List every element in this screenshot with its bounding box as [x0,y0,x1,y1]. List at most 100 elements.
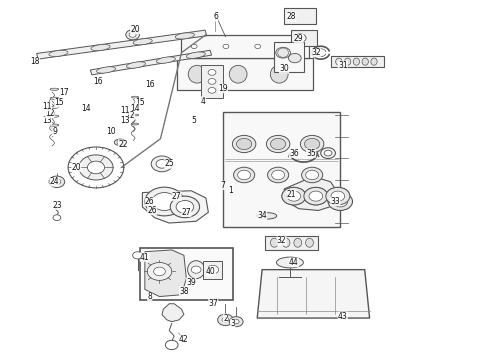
Circle shape [289,53,301,63]
Text: 41: 41 [140,253,149,262]
Circle shape [191,266,201,273]
Circle shape [145,187,184,216]
Text: 16: 16 [94,77,103,86]
Circle shape [129,32,136,37]
Bar [284,8,316,24]
Polygon shape [284,176,338,211]
Text: 33: 33 [331,197,340,206]
Circle shape [238,170,250,180]
Text: 42: 42 [179,335,189,344]
Circle shape [152,193,176,211]
Circle shape [156,159,168,168]
Circle shape [276,47,291,58]
Ellipse shape [362,58,368,65]
Circle shape [287,191,301,201]
Text: 2: 2 [223,314,228,323]
Polygon shape [126,62,146,68]
Text: 3: 3 [230,319,235,328]
Polygon shape [143,191,208,223]
Circle shape [331,191,344,201]
Circle shape [151,156,172,172]
Bar [203,261,222,279]
Circle shape [170,196,199,218]
Text: 25: 25 [165,159,174,168]
Text: 24: 24 [49,177,59,186]
Circle shape [287,44,293,49]
Ellipse shape [131,96,139,98]
Text: 15: 15 [54,98,64,107]
Circle shape [208,69,216,75]
Ellipse shape [50,97,59,99]
Ellipse shape [257,213,277,219]
Ellipse shape [282,238,290,247]
Circle shape [309,191,323,201]
Circle shape [133,252,143,259]
Circle shape [218,314,233,325]
Text: 27: 27 [172,192,181,201]
Ellipse shape [344,58,351,65]
Text: 30: 30 [279,64,289,73]
Text: 28: 28 [287,12,296,21]
Text: 10: 10 [106,127,116,136]
Circle shape [306,170,318,180]
Circle shape [287,191,301,201]
Bar [331,56,384,67]
Polygon shape [257,270,369,318]
Text: 6: 6 [213,12,218,21]
Bar [176,58,314,90]
Bar [223,112,340,226]
Circle shape [282,187,306,205]
Polygon shape [97,67,116,73]
Circle shape [53,215,61,221]
Circle shape [49,176,65,188]
Circle shape [79,155,113,180]
Ellipse shape [50,115,59,117]
Bar [292,31,317,45]
Text: 13: 13 [42,116,52,125]
Ellipse shape [188,65,206,83]
Bar [181,35,309,58]
Polygon shape [90,50,212,75]
Text: 17: 17 [59,87,69,96]
Ellipse shape [50,88,59,90]
Circle shape [87,161,104,174]
Circle shape [309,191,323,201]
Text: 44: 44 [289,258,299,267]
Circle shape [207,265,219,274]
Circle shape [154,267,165,276]
Bar [201,65,223,98]
Circle shape [294,34,306,42]
Ellipse shape [270,238,278,247]
Circle shape [300,135,324,153]
Text: 40: 40 [206,267,216,276]
Text: 38: 38 [179,287,189,296]
Circle shape [304,187,328,205]
Ellipse shape [336,58,342,65]
Text: 11: 11 [121,105,130,114]
Polygon shape [91,44,110,51]
Text: 14: 14 [130,104,140,113]
Circle shape [255,44,261,49]
Text: 19: 19 [218,84,228,93]
Text: 27: 27 [182,208,191,217]
Circle shape [53,179,61,185]
Ellipse shape [294,238,302,247]
Text: 12: 12 [45,109,54,118]
Text: 12: 12 [125,111,135,120]
Text: 37: 37 [208,299,218,308]
Polygon shape [133,39,152,45]
Ellipse shape [276,257,303,268]
Circle shape [234,167,255,183]
Ellipse shape [188,261,205,279]
Circle shape [229,317,243,327]
Text: 39: 39 [186,278,196,287]
Ellipse shape [131,114,139,116]
Circle shape [208,78,216,84]
Text: 36: 36 [289,149,299,158]
Text: 34: 34 [257,211,267,220]
Text: 5: 5 [191,116,196,125]
Polygon shape [162,304,184,321]
Circle shape [126,30,140,40]
Circle shape [208,87,216,93]
Circle shape [326,187,350,205]
